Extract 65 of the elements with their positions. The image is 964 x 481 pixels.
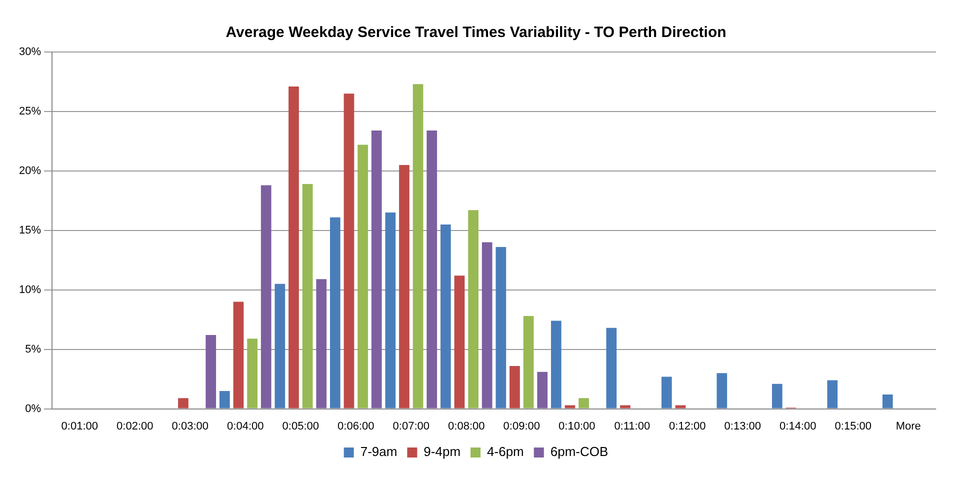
bar	[468, 210, 478, 408]
legend-label: 6pm-COB	[550, 444, 608, 460]
chart-title: Average Weekday Service Travel Times Variability - TO Perth Direction	[226, 24, 726, 42]
x-tick-label: 0:04:00	[227, 420, 264, 432]
y-tick-label: 20%	[18, 164, 42, 177]
x-tick-label: 0:15:00	[834, 420, 872, 432]
x-tick-label: 0:02:00	[116, 420, 154, 432]
bar	[523, 316, 534, 408]
bar	[219, 390, 230, 408]
x-tick-label: 0:06:00	[338, 420, 374, 432]
y-tick-label: 15%	[18, 224, 42, 236]
legend-label: 4-6pm	[487, 444, 524, 460]
bar	[772, 384, 782, 408]
y-tick-label: 10%	[18, 284, 42, 296]
x-tick-label: More	[896, 420, 921, 432]
bar	[482, 242, 492, 408]
x-tick-label: 0:11:00	[614, 420, 650, 432]
bar	[606, 328, 617, 408]
x-tick-label: 0:08:00	[448, 420, 485, 432]
bar	[564, 405, 576, 408]
bar	[454, 276, 465, 408]
bar	[620, 405, 630, 408]
bar	[399, 164, 410, 408]
bar	[578, 398, 589, 408]
x-tick-label: 0:13:00	[724, 420, 761, 432]
bar	[178, 398, 188, 408]
bar	[302, 184, 313, 408]
bar	[440, 224, 451, 408]
x-tick-label: 0:09:00	[503, 420, 540, 432]
x-tick-label: 0:14:00	[780, 420, 816, 432]
bar	[675, 405, 686, 408]
bar	[661, 376, 672, 408]
bar	[344, 94, 354, 408]
bar	[827, 380, 838, 408]
bar	[358, 144, 368, 408]
y-tick-label: 0%	[25, 402, 42, 415]
y-tick-label: 30%	[18, 46, 42, 58]
bar	[537, 372, 548, 408]
bar	[412, 84, 424, 408]
bar	[496, 247, 506, 408]
x-tick-label: 0:05:00	[282, 420, 319, 432]
x-tick-label: 0:07:00	[392, 420, 430, 432]
bar	[247, 338, 258, 408]
x-tick-label: 0:01:00	[61, 420, 98, 432]
bar	[233, 302, 244, 408]
x-tick-label: 0:10:00	[558, 420, 596, 432]
bar	[550, 320, 562, 408]
bar	[716, 373, 728, 408]
bar	[206, 335, 216, 408]
bar	[882, 394, 893, 408]
bar	[288, 86, 299, 408]
bar	[510, 366, 520, 408]
bar	[274, 284, 286, 408]
bar	[385, 212, 396, 408]
x-tick-label: 0:03:00	[172, 420, 208, 432]
bar	[260, 185, 272, 408]
bar	[330, 217, 340, 408]
y-tick-label: 25%	[18, 106, 42, 118]
bar	[426, 130, 438, 408]
bar	[371, 130, 382, 408]
legend-label: 7-9am	[360, 444, 398, 460]
legend-label: 9-4pm	[424, 444, 461, 460]
x-tick-label: 0:12:00	[669, 420, 706, 432]
bar	[316, 279, 327, 408]
y-tick-label: 5%	[25, 343, 42, 356]
